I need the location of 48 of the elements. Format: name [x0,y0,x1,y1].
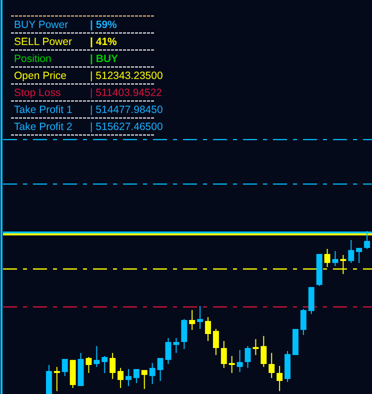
text: | 514477.98450 [90,104,163,116]
candlestick [220,340,227,368]
candlestick [324,248,330,268]
text: Stop Loss [14,87,61,99]
candlestick [300,308,306,336]
candlestick [62,358,68,377]
candlestick [228,356,235,374]
candlestick [94,346,100,368]
candlestick [236,349,243,372]
candlestick [212,328,219,356]
text: | BUY [90,53,118,65]
candlestick [46,364,52,394]
candlestick [141,370,148,390]
candlestick [110,352,116,380]
candlestick [268,352,275,379]
candlestick [149,362,156,385]
candlestick [189,310,196,330]
text: | 41% [90,36,118,48]
text: Take Profit 2 [14,121,73,133]
text: | 515627.46500 [90,121,163,133]
candlestick [173,337,180,354]
text: Position [14,53,52,65]
candlestick [118,367,124,388]
candlestick [126,368,132,387]
candlestick [165,337,172,365]
text: SELL Power [14,36,72,48]
candlestick [133,368,140,384]
candlestick [102,356,108,374]
text: Open Price [14,70,67,82]
text: | 59% [90,19,118,31]
candlestick [86,356,92,374]
candlestick [260,335,267,368]
candlestick [252,338,259,356]
candlestick [332,250,338,267]
candlestick [244,346,251,368]
candlestick [181,318,188,350]
text: | 511403.94522 [90,87,162,99]
candlestick [197,305,204,330]
candlestick [54,366,60,392]
candlestick [205,316,211,342]
candlestick [157,357,164,382]
candlestick [308,286,314,314]
text: BUY Power [14,19,69,31]
text: | 512343.23500 [90,70,163,82]
text: Take Profit 1 [14,104,73,116]
candlestick [356,247,362,264]
candlestick [276,365,283,392]
candlestick [348,239,354,264]
